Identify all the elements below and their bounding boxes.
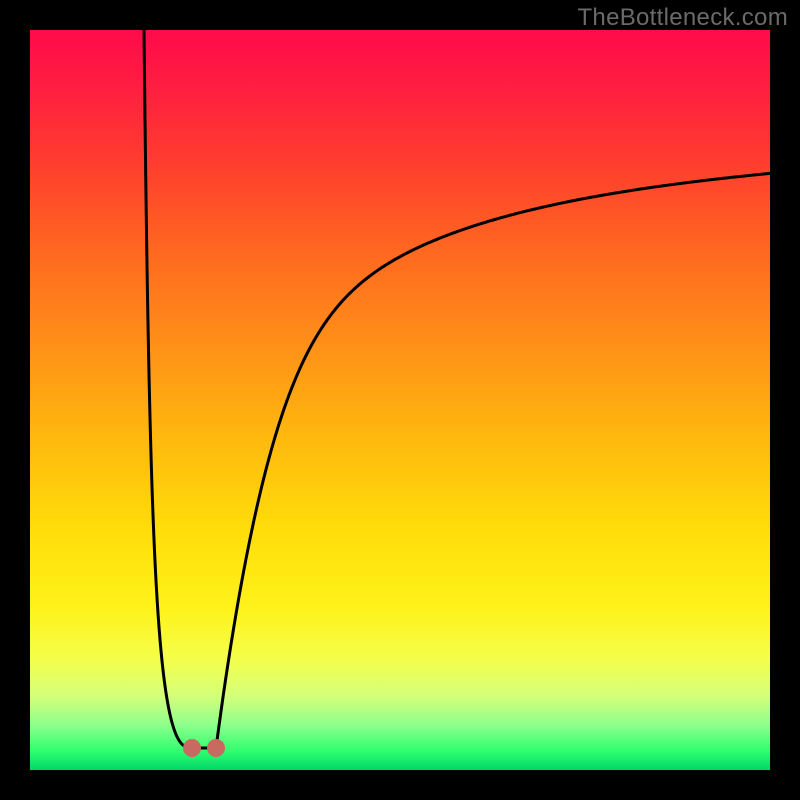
chart-curve [30,30,770,770]
watermark-text: TheBottleneck.com [577,4,788,32]
data-point-marker [207,739,225,757]
chart-plot-area [30,30,770,770]
data-point-marker [183,739,201,757]
